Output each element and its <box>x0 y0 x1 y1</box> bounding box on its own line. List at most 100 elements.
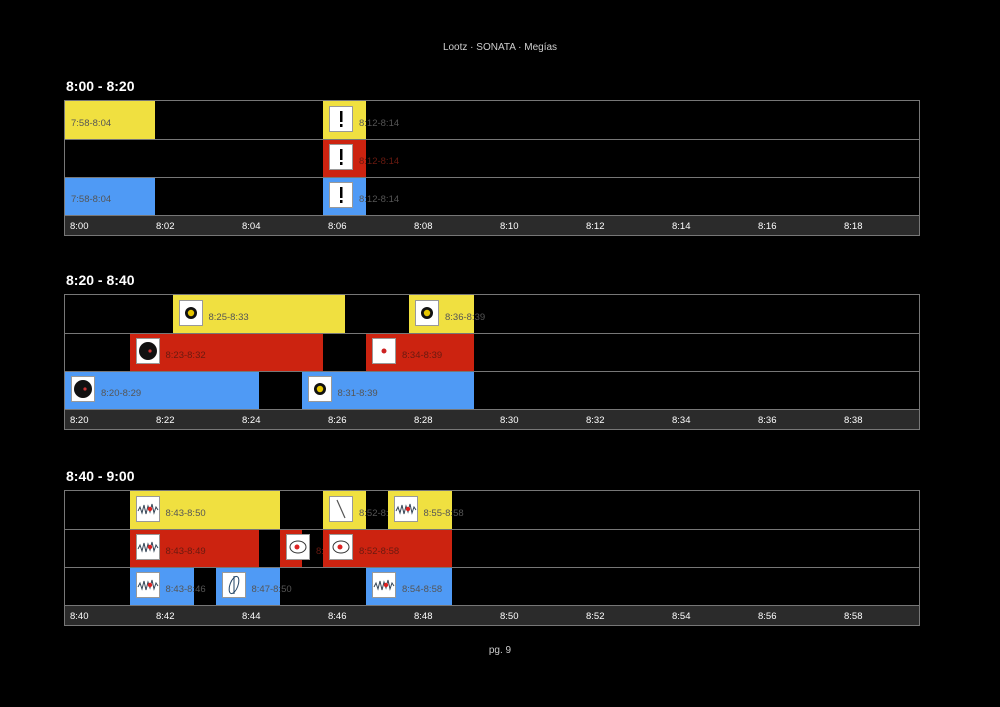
event-block[interactable]: 8:20-8:29 <box>65 371 259 409</box>
axis-tick-label: 8:18 <box>844 221 863 232</box>
axis-tick-label: 8:34 <box>672 415 691 426</box>
axis-tick-label: 8:22 <box>156 415 175 426</box>
axis-tick-label: 8:16 <box>758 221 777 232</box>
axis-tick-label: 8:54 <box>672 611 691 622</box>
red-track: 8:43-8:49 8:50-8:518:52-8:58 <box>65 529 919 567</box>
event-time-label: 8:12-8:14 <box>359 194 400 205</box>
axis-tick-label: 8:10 <box>500 221 519 232</box>
circle-dot-icon <box>307 376 332 402</box>
page-number: pg. 9 <box>488 645 512 656</box>
black-circle-icon <box>71 376 95 402</box>
axis-tick-label: 8:02 <box>156 221 175 232</box>
yellow-track: 8:43-8:50 8:52-8:54 8:55-8:58 <box>65 491 919 529</box>
waveform-icon <box>135 496 160 522</box>
axis-tick-label: 8:14 <box>672 221 691 232</box>
event-block[interactable]: 7:58-8:04 <box>65 177 156 215</box>
axis-tick-label: 8:06 <box>328 221 347 232</box>
yellow-track: 8:25-8:33 8:36-8:39 <box>65 295 919 333</box>
timeline-grid: 8:25-8:33 8:36-8:39 8:23-8:32 8:34-8:39 8:20… <box>64 294 920 430</box>
event-time-label: 8:36-8:39 <box>445 312 486 323</box>
page-header: Lootz · SONATA · Megías <box>442 42 558 53</box>
axis-tick-label: 8:28 <box>414 415 433 426</box>
red-dot-icon <box>372 338 396 364</box>
line-sketch-icon <box>329 496 353 522</box>
circle-dot-icon <box>178 300 203 326</box>
axis-tick-label: 8:56 <box>758 611 777 622</box>
axis-tick-label: 8:30 <box>500 415 519 426</box>
exclamation-icon <box>329 182 353 208</box>
axis-tick-label: 8:58 <box>844 611 863 622</box>
event-block[interactable]: 8:52-8:54 <box>323 491 399 529</box>
time-axis: 8:00 8:02 8:04 8:06 8:08 8:10 8:12 8:14 8:16 8:18 <box>65 215 919 235</box>
event-time-label: 8:31-8:39 <box>337 388 378 399</box>
waveform-icon <box>135 572 160 598</box>
event-block[interactable]: 8:36-8:39 <box>409 295 485 333</box>
row-divider <box>65 333 919 334</box>
blue-track: 8:20-8:29 8:31-8:39 <box>65 371 919 409</box>
timeline-grid: 7:58-8:04 8:12-8:14 8:12-8:14 7:58-8:04 8:12… <box>64 100 920 236</box>
axis-tick-label: 8:26 <box>328 415 347 426</box>
axis-tick-label: 8:00 <box>70 221 89 232</box>
event-time-label: 8:12-8:14 <box>359 118 400 129</box>
yellow-track: 7:58-8:04 8:12-8:14 <box>65 101 919 139</box>
event-time-label: 8:34-8:39 <box>402 350 443 361</box>
exclamation-icon <box>329 106 353 132</box>
event-block[interactable]: 8:43-8:49 <box>129 529 259 567</box>
timeline-grid: 8:43-8:50 8:52-8:54 8:55-8:58 8:43-8:49 8:50… <box>64 490 920 626</box>
axis-tick-label: 8:48 <box>414 611 433 622</box>
event-block[interactable]: 8:23-8:32 <box>129 333 323 371</box>
event-time-label: 8:20-8:29 <box>101 388 142 399</box>
row-divider <box>65 177 919 178</box>
event-block[interactable]: 8:43-8:50 <box>129 491 280 529</box>
event-time-label: 8:43-8:46 <box>165 584 206 595</box>
event-block[interactable]: 8:54-8:58 <box>366 567 452 605</box>
waveform-icon <box>393 496 418 522</box>
waveform-icon <box>372 572 396 598</box>
event-block[interactable]: 8:50-8:51 <box>280 529 356 567</box>
event-time-label: 8:55-8:58 <box>423 508 464 519</box>
event-block[interactable]: 8:12-8:14 <box>323 177 399 215</box>
event-block[interactable]: 8:34-8:39 <box>366 333 474 371</box>
event-block[interactable]: 8:31-8:39 <box>301 371 474 409</box>
event-block[interactable]: 8:12-8:14 <box>323 101 399 139</box>
row-divider <box>65 139 919 140</box>
axis-tick-label: 8:42 <box>156 611 175 622</box>
event-block[interactable]: 8:12-8:14 <box>323 139 399 177</box>
black-circle-icon <box>135 338 160 364</box>
event-block[interactable]: 8:52-8:58 <box>323 529 452 567</box>
axis-tick-label: 8:36 <box>758 415 777 426</box>
event-time-label: 8:54-8:58 <box>402 584 443 595</box>
exclamation-icon <box>329 144 353 170</box>
event-block[interactable]: 8:43-8:46 <box>129 567 206 605</box>
axis-tick-label: 8:20 <box>70 415 89 426</box>
waveform-icon <box>135 534 160 560</box>
section-title: 8:40 - 9:00 <box>66 468 135 484</box>
blue-track: 8:43-8:46 8:47-8:50 8:54-8:58 <box>65 567 919 605</box>
event-time-label: 8:43-8:49 <box>165 546 206 557</box>
section-title: 8:20 - 8:40 <box>66 272 135 288</box>
axis-tick-label: 8:38 <box>844 415 863 426</box>
event-time-label: 8:23-8:32 <box>165 350 206 361</box>
event-time-label: 7:58-8:04 <box>71 118 112 129</box>
axis-tick-label: 8:12 <box>586 221 605 232</box>
event-time-label: 8:47-8:50 <box>251 584 292 595</box>
section-title: 8:00 - 8:20 <box>66 78 135 94</box>
time-axis: 8:40 8:42 8:44 8:46 8:48 8:50 8:52 8:54 8:56 8:58 <box>65 605 919 625</box>
axis-tick-label: 8:44 <box>242 611 261 622</box>
red-track: 8:12-8:14 <box>65 139 919 177</box>
event-time-label: 8:43-8:50 <box>165 508 206 519</box>
event-block[interactable]: 8:47-8:50 <box>215 567 292 605</box>
axis-tick-label: 8:46 <box>328 611 347 622</box>
axis-tick-label: 8:50 <box>500 611 519 622</box>
event-block[interactable]: 8:25-8:33 <box>172 295 345 333</box>
leaf-sketch-icon <box>221 572 246 598</box>
red-track: 8:23-8:32 8:34-8:39 <box>65 333 919 371</box>
row-divider <box>65 529 919 530</box>
event-block[interactable]: 7:58-8:04 <box>65 101 156 139</box>
event-time-label: 8:25-8:33 <box>208 312 249 323</box>
blue-track: 7:58-8:04 8:12-8:14 <box>65 177 919 215</box>
axis-tick-label: 8:40 <box>70 611 89 622</box>
axis-tick-label: 8:24 <box>242 415 261 426</box>
event-block[interactable]: 8:55-8:58 <box>387 491 464 529</box>
axis-tick-label: 8:52 <box>586 611 605 622</box>
